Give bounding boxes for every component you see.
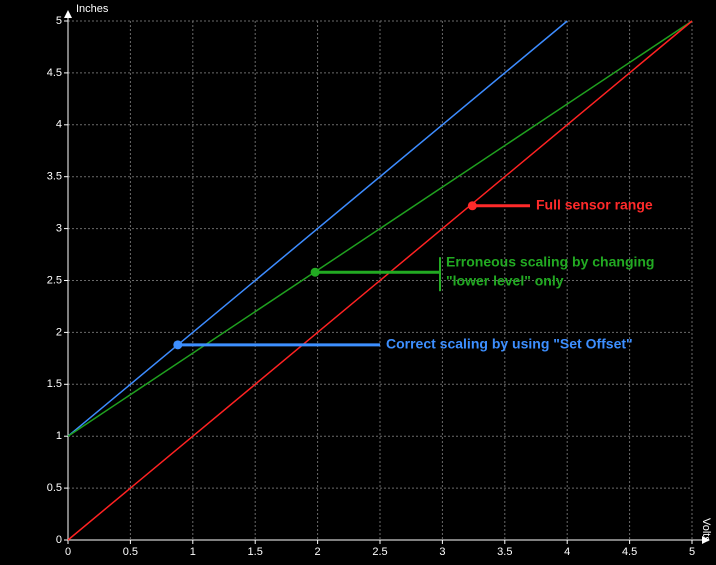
series-line [67,20,693,541]
y-axis-arrow [64,10,72,18]
x-axis-label: Volts [700,518,712,542]
x-axis-arrow [702,536,710,544]
annotation-point [467,201,477,211]
annotation-label: Erroneous scaling by changing [446,253,654,269]
annotation-label: Full sensor range [536,196,653,212]
x-tick-label: 3 [439,546,445,558]
y-tick-label: 3.5 [47,171,62,183]
series-line [67,20,693,437]
x-tick-label: 2.5 [372,546,387,558]
annotation-point [173,340,183,350]
y-tick-label: 3 [56,223,62,235]
annotation-point [310,267,320,277]
x-tick-label: 4.5 [622,546,637,558]
y-tick-label: 2.5 [47,274,62,286]
x-tick-label: 2 [315,546,321,558]
x-tick-label: 4 [564,546,570,558]
y-tick-label: 4.5 [47,67,62,79]
x-tick-label: 3.5 [497,546,512,558]
annotation-label: "lower level" only [446,272,564,288]
x-tick-label: 0.5 [123,546,138,558]
y-tick-label: 0 [56,534,62,546]
y-tick-label: 0.5 [47,482,62,494]
x-tick-label: 1 [190,546,196,558]
grid [68,20,693,540]
y-tick-label: 5 [56,15,62,27]
y-axis-label: Inches [76,3,109,15]
annotation-label: Correct scaling by using "Set Offset" [386,336,633,352]
y-tick-label: 1.5 [47,378,62,390]
y-tick-label: 1 [56,430,62,442]
x-tick-label: 0 [65,546,71,558]
x-tick-label: 1.5 [248,546,263,558]
x-tick-label: 5 [689,546,695,558]
y-tick-label: 2 [56,326,62,338]
y-tick-label: 4 [56,119,62,131]
series-line [67,20,568,437]
